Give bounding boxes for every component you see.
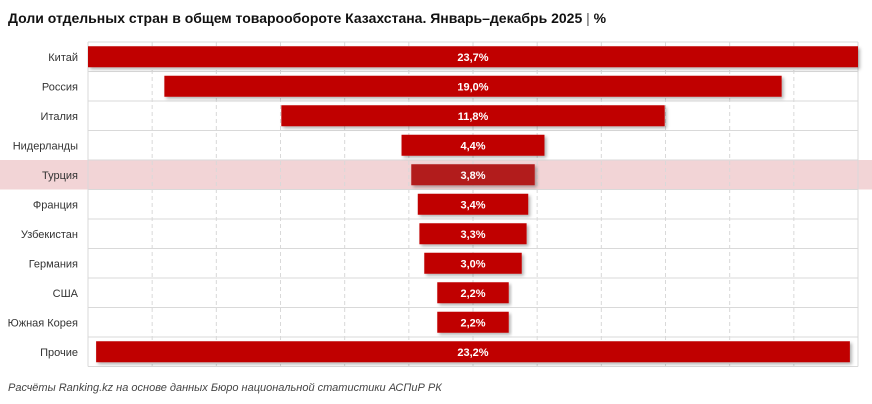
category-label: Нидерланды: [13, 140, 78, 152]
data-label: 11,8%: [458, 111, 489, 123]
data-label: 2,2%: [460, 288, 485, 300]
category-label: Италия: [41, 111, 79, 123]
bar: [281, 105, 665, 127]
bar-chart: Китай 23,7% Россия 19,0% Италия 11,8% Нидерлан…: [0, 41, 872, 367]
data-label: 3,4%: [460, 199, 485, 211]
bar: [411, 164, 535, 186]
bar: [401, 134, 545, 156]
chart-title-text: Доли отдельных стран в общем товарооборо…: [8, 10, 583, 26]
bar: [424, 252, 522, 274]
category-label: Турция: [42, 170, 78, 182]
chart-title: Доли отдельных стран в общем товарооборо…: [8, 10, 606, 26]
bar: [417, 193, 529, 215]
data-label: 4,4%: [460, 140, 485, 152]
source-note: Расчёты Ranking.kz на основе данных Бюро…: [8, 382, 442, 394]
bar: [419, 223, 527, 245]
bar: [88, 46, 858, 68]
category-label: Китай: [48, 52, 78, 64]
category-label: Франция: [33, 199, 78, 211]
data-label: 23,2%: [457, 347, 488, 359]
data-label: 3,0%: [460, 258, 485, 270]
bar: [96, 341, 850, 363]
category-label: США: [53, 288, 79, 300]
category-label: Южная Корея: [8, 317, 78, 329]
category-label: Германия: [29, 258, 78, 270]
data-label: 3,8%: [460, 170, 485, 182]
bar: [437, 311, 509, 333]
title-unit: %: [593, 10, 607, 26]
bar: [164, 75, 782, 97]
title-separator: |: [586, 10, 590, 26]
category-label: Россия: [42, 81, 78, 93]
category-label: Прочие: [40, 347, 78, 359]
data-label: 23,7%: [457, 52, 488, 64]
data-label: 3,3%: [460, 229, 485, 241]
bar: [437, 282, 509, 304]
category-label: Узбекистан: [21, 229, 78, 241]
data-label: 2,2%: [460, 317, 485, 329]
data-label: 19,0%: [457, 81, 488, 93]
